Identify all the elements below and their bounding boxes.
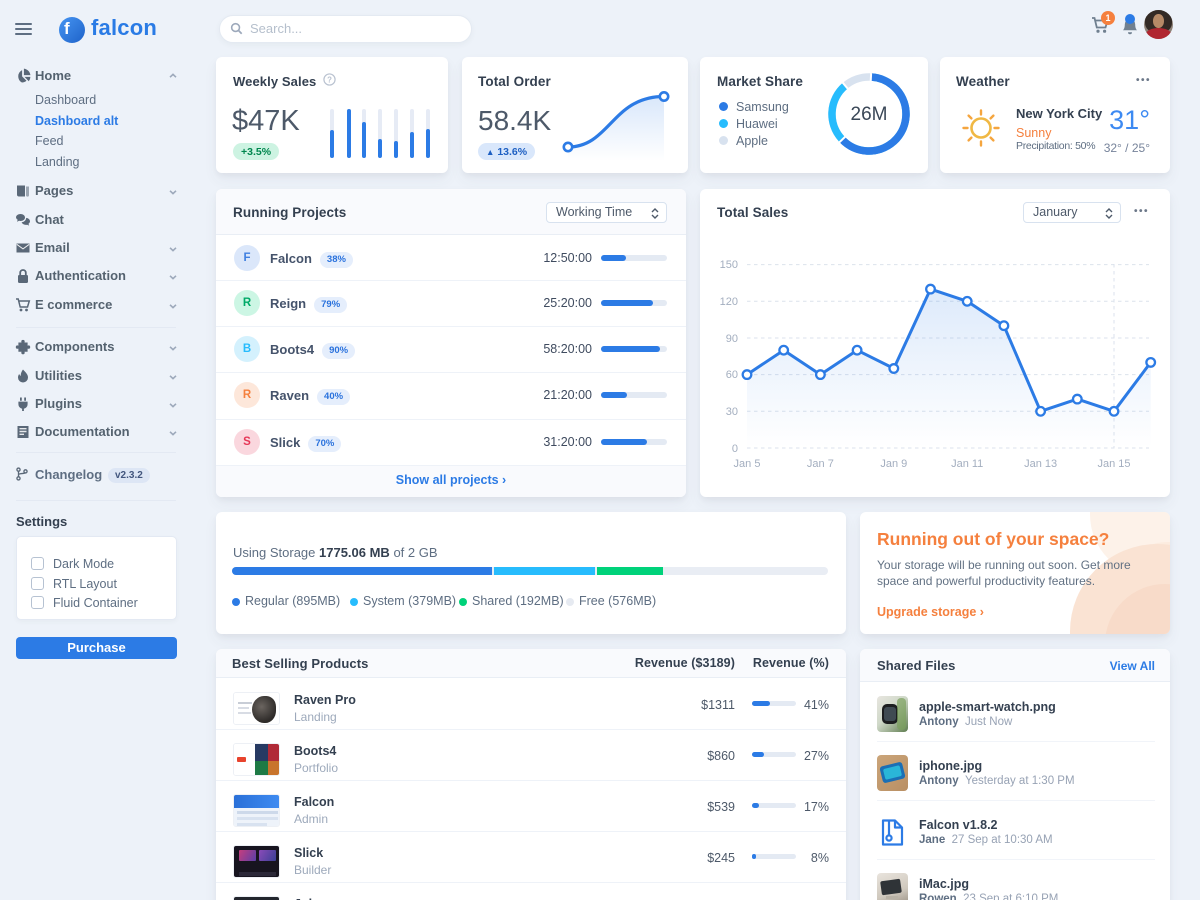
svg-text:?: ? — [327, 75, 332, 84]
svg-text:26M: 26M — [851, 104, 888, 125]
